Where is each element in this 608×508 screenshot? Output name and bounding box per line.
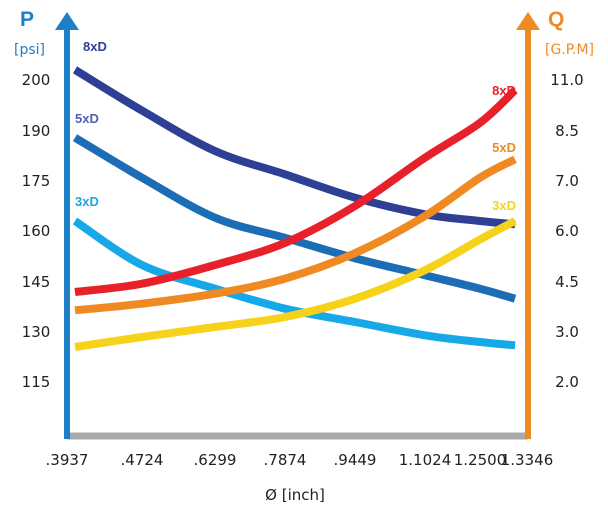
right-axis-tick-label: 7.0 xyxy=(555,172,579,190)
left-axis-unit: [psi] xyxy=(14,42,45,58)
series-label: 8xD xyxy=(83,39,107,54)
x-axis-tick-label: .3937 xyxy=(46,451,89,469)
right-axis-tick-label: 11.0 xyxy=(550,71,583,89)
series-line-flow-8xd xyxy=(74,87,518,296)
chart-axes: 200 190 175 160 145 130 115 11.0 8.5 7.0 6.0 4.5 3.0… xyxy=(22,12,584,469)
x-axis-tick-label: 1.1024 xyxy=(399,451,452,469)
x-axis-tick-label: .6299 xyxy=(194,451,237,469)
series-label: 5xD xyxy=(75,111,99,126)
series-line-flow-5xd xyxy=(74,155,517,315)
left-axis-tick-label: 115 xyxy=(22,373,51,391)
series-line-pressure-5xd xyxy=(72,134,517,303)
x-axis-tick-label: 1.3346 xyxy=(501,451,554,469)
x-axis-tick-label: 1.2500 xyxy=(454,451,507,469)
right-axis-unit: [G.P.M] xyxy=(545,42,594,58)
series-label: 3xD xyxy=(492,198,516,213)
series-label: 3xD xyxy=(75,194,99,209)
right-axis-arrow-icon xyxy=(516,12,540,30)
x-axis-tick-label: .4724 xyxy=(121,451,164,469)
right-axis-tick-label: 8.5 xyxy=(555,122,579,140)
left-axis-arrow-icon xyxy=(55,12,79,30)
left-axis-tick-label: 145 xyxy=(22,273,51,291)
left-axis-symbol: P xyxy=(20,8,34,31)
series-label: 8xD xyxy=(492,83,516,98)
left-axis-tick-label: 160 xyxy=(22,222,51,240)
series-line-flow-3xd xyxy=(74,217,517,351)
left-axis-tick-label: 175 xyxy=(22,172,51,190)
x-axis-tick-label: .7874 xyxy=(264,451,307,469)
x-axis-label: Ø [inch] xyxy=(265,486,325,504)
right-axis-tick-label: 4.5 xyxy=(555,273,579,291)
left-axis-tick-label: 190 xyxy=(22,122,51,140)
left-axis-tick-label: 200 xyxy=(22,71,51,89)
chart-series: 8xD 5xD 3xD 8xD 5xD 3xD xyxy=(72,39,518,351)
right-axis-symbol: Q xyxy=(548,8,564,31)
right-axis-tick-label: 2.0 xyxy=(555,373,579,391)
x-axis-tick-label: .9449 xyxy=(334,451,377,469)
left-axis-tick-label: 130 xyxy=(22,323,51,341)
series-line-pressure-8xd xyxy=(72,66,516,229)
right-axis-tick-label: 6.0 xyxy=(555,222,579,240)
right-axis-tick-label: 3.0 xyxy=(555,323,579,341)
series-label: 5xD xyxy=(492,140,516,155)
